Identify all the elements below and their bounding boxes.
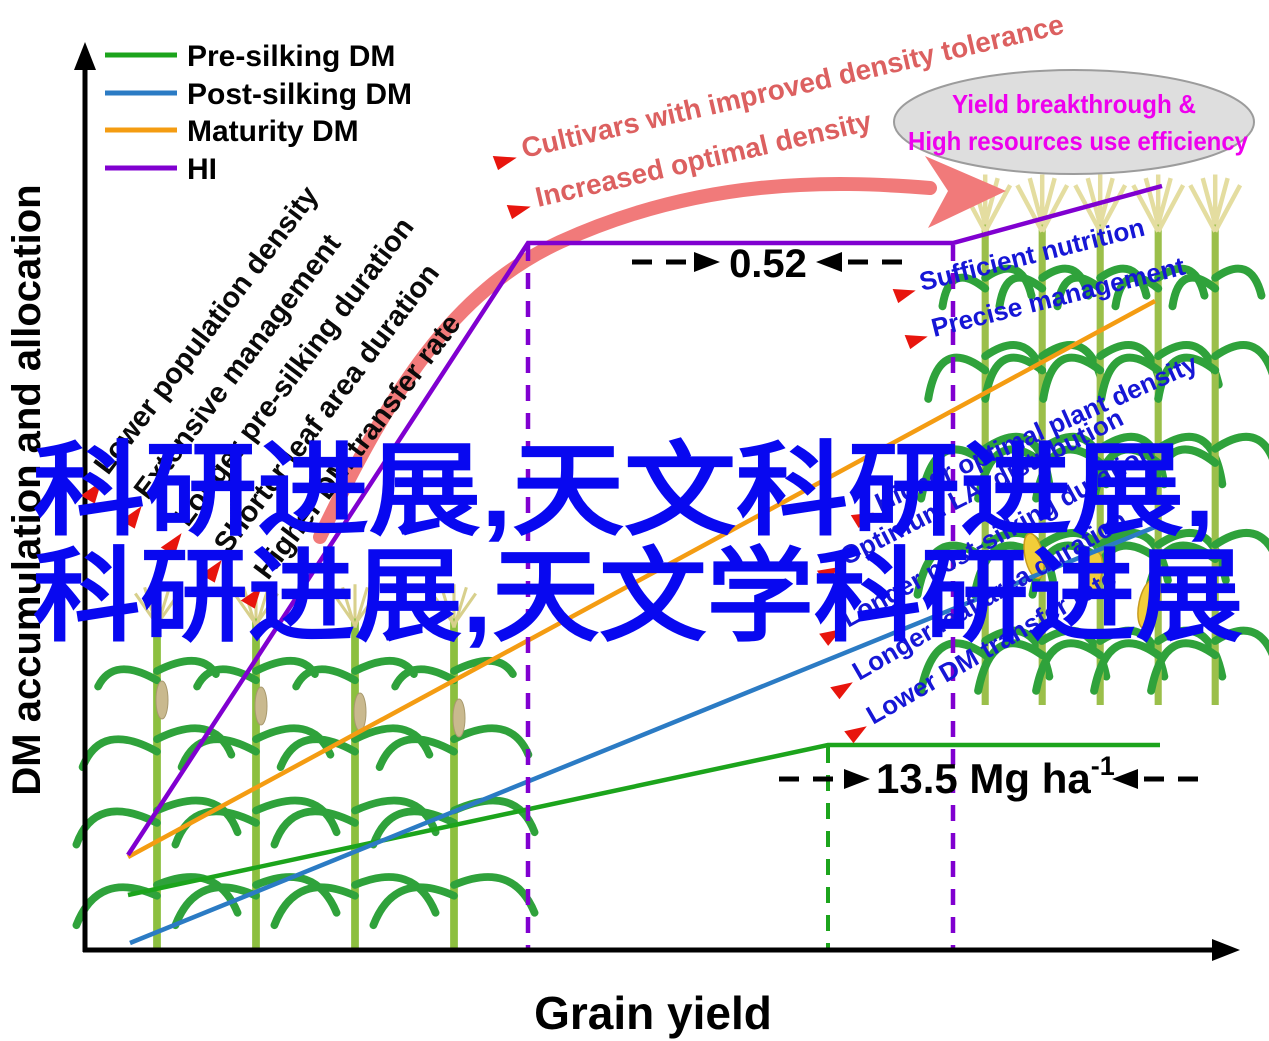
breakthrough-line1: Yield breakthrough & [952, 89, 1196, 119]
hi-line [126, 183, 1163, 857]
legend-label-pre-silking: Pre-silking DM [187, 40, 395, 73]
red-arrow-marker-icon [816, 566, 840, 584]
watermark-line-1: 科研进展,天文科研进展, [33, 434, 1215, 548]
arrowhead-left-icon [816, 252, 842, 272]
corn-ear [452, 698, 466, 738]
red-arrow-marker-icon [80, 481, 102, 504]
corn-ear [254, 686, 268, 726]
watermark-line-2: 科研进展,天文学科研进展 [33, 540, 1243, 654]
breakthrough-ellipse [893, 69, 1255, 175]
hi-value-label: 0.52 [729, 242, 807, 286]
red-arrow-marker-icon [240, 586, 262, 609]
corn-cob [1023, 532, 1045, 580]
x-axis-arrow-icon [1212, 939, 1240, 961]
red-arrow-marker-icon [892, 289, 916, 304]
y-axis-arrow-icon [74, 42, 96, 70]
red-arrow-marker-icon [506, 204, 531, 220]
arrowhead-right-icon [844, 769, 870, 789]
y-axis-label: DM accumulation and allocation [5, 184, 49, 795]
legend-label-hi: HI [187, 153, 217, 186]
trend-arrow-head [925, 156, 1006, 228]
hi-value-annotation: 0.52 [632, 242, 906, 286]
corn-ear [353, 692, 367, 732]
red-arrow-marker-icon [904, 335, 928, 350]
corn-cob [1137, 578, 1161, 630]
red-arrow-marker-icon [160, 533, 182, 556]
legend-label-maturity: Maturity DM [187, 115, 359, 148]
x-axis-label: Grain yield [534, 987, 772, 1039]
legend-label-post-silking: Post-silking DM [187, 78, 412, 111]
arrowhead-right-icon [694, 252, 720, 272]
yield-value-label: 13.5 Mg ha-1 [876, 751, 1115, 802]
red-arrow-marker-icon [200, 560, 222, 583]
yield-value-sup: -1 [1091, 751, 1115, 781]
red-arrow-marker-icon [830, 682, 853, 700]
red-arrow-marker-icon [120, 506, 142, 529]
post-silking-dm-line [129, 524, 1156, 946]
legend: Pre-silking DM Post-silking DM Maturity … [105, 40, 412, 186]
yield-value-text: 13.5 Mg ha [876, 755, 1091, 802]
red-arrow-marker-icon [844, 726, 867, 744]
arrowhead-left-icon [1112, 769, 1138, 789]
red-arrow-marker-icon [819, 629, 842, 646]
maturity-dm-line [126, 299, 1157, 859]
pre-silking-dm-line [127, 742, 1160, 898]
red-arrow-marker-icon [492, 155, 517, 171]
red-arrow-marker-icon [850, 512, 874, 529]
breakthrough-line2: High resources use efficiency [908, 126, 1248, 156]
corn-ear [155, 680, 169, 720]
yield-value-annotation: 13.5 Mg ha-1 [779, 751, 1200, 802]
